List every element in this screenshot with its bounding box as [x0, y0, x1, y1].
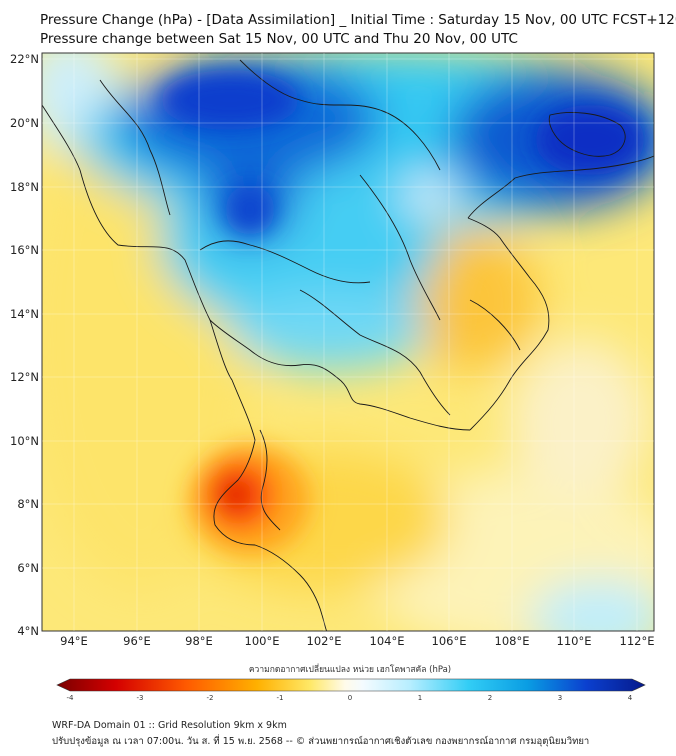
longitude-labels: 94°E 96°E 98°E 100°E 102°E 104°E 106°E 1… [60, 634, 654, 648]
colorbar-tick: 0 [348, 694, 352, 702]
lon-label: 106°E [432, 634, 467, 648]
lat-label: 6°N [17, 561, 39, 575]
lat-label: 20°N [10, 116, 39, 130]
lon-label: 94°E [60, 634, 88, 648]
colorbar-tick: -2 [207, 694, 214, 702]
lon-label: 100°E [245, 634, 280, 648]
lon-label: 98°E [185, 634, 213, 648]
colorbar-label: ความกดอากาศเปลี่ยนแปลง หน่วย เฮกโตพาสคัล… [249, 663, 451, 675]
colorbar-tick: 4 [628, 694, 633, 702]
map-subtitle: Pressure change between Sat 15 Nov, 00 U… [40, 31, 518, 47]
colorbar-tick: -4 [67, 694, 75, 702]
lon-label: 110°E [557, 634, 592, 648]
lon-label: 96°E [123, 634, 151, 648]
lon-label: 108°E [495, 634, 530, 648]
map-frame [41, 52, 655, 632]
footer-credit: ปรับปรุงข้อมูล ณ เวลา 07:00น. วัน ส. ที่… [52, 736, 590, 747]
colorbar-tick: 2 [488, 694, 492, 702]
colorbar-tick: 1 [418, 694, 422, 702]
lat-label: 4°N [17, 624, 39, 638]
lat-label: 12°N [10, 370, 39, 384]
footer-domain-info: WRF-DA Domain 01 :: Grid Resolution 9km … [52, 720, 287, 731]
lat-label: 16°N [10, 243, 39, 257]
colorbar-tick: -1 [277, 694, 284, 702]
lon-label: 112°E [620, 634, 655, 648]
colorbar: ความกดอากาศเปลี่ยนแปลง หน่วย เฮกโตพาสคัล… [56, 663, 646, 702]
colorbar-tick: -3 [137, 694, 144, 702]
lat-label: 10°N [10, 434, 39, 448]
pressure-field [42, 53, 654, 631]
lat-label: 14°N [10, 307, 39, 321]
latitude-labels: 22°N 20°N 18°N 16°N 14°N 12°N 10°N 8°N 6… [10, 52, 39, 638]
lat-label: 22°N [10, 52, 39, 66]
colorbar-scale [56, 678, 646, 692]
graticule [42, 53, 654, 631]
lat-label: 18°N [10, 180, 39, 194]
colorbar-tick: 3 [558, 694, 562, 702]
lat-label: 8°N [17, 497, 39, 511]
map-title: Pressure Change (hPa) - [Data Assimilati… [40, 12, 676, 28]
lon-label: 104°E [370, 634, 405, 648]
lon-label: 102°E [307, 634, 342, 648]
coastlines [42, 59, 654, 631]
